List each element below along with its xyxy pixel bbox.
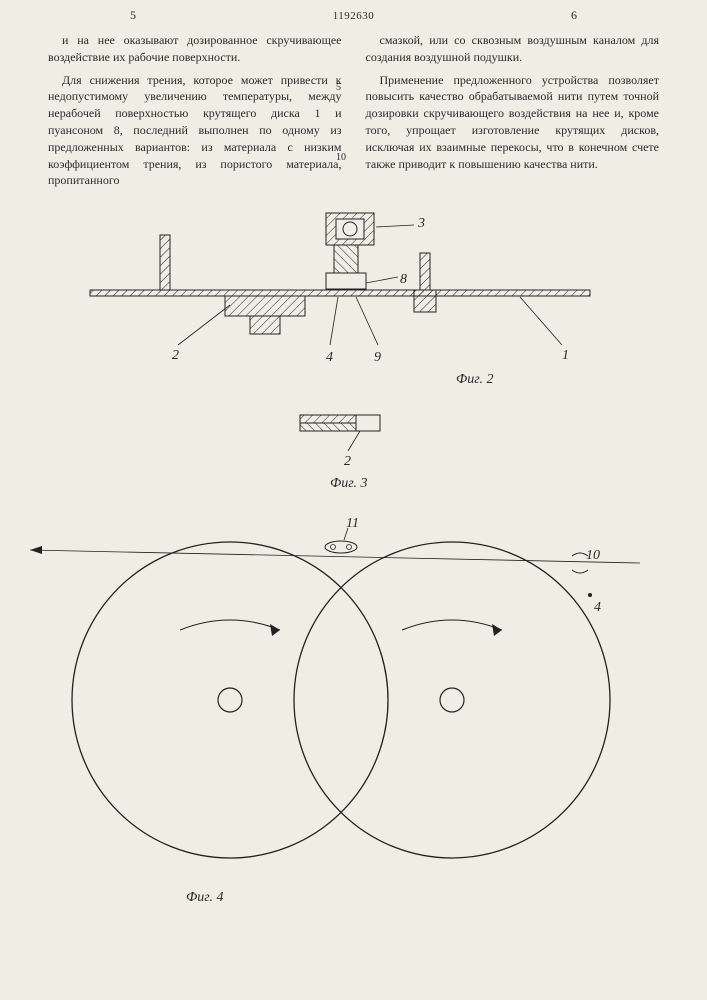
figure-4-diagram <box>0 500 707 900</box>
figure-2-diagram <box>0 205 707 385</box>
fig3-caption: Фиг. 3 <box>330 476 368 492</box>
fig2-caption: Фиг. 2 <box>456 372 494 388</box>
fig2-callout-2: 2 <box>172 348 179 364</box>
text-columns: и на нее оказывают дозированное скру­чив… <box>48 32 659 195</box>
fig2-callout-8: 8 <box>400 272 407 288</box>
fig2-callout-9: 9 <box>374 350 381 366</box>
document-id: 1192630 <box>0 10 707 22</box>
fig2-callout-4: 4 <box>326 350 333 366</box>
left-col-p1: и на нее оказывают дозированное скру­чив… <box>48 32 342 66</box>
fig4-callout-11: 11 <box>346 516 359 532</box>
fig4-caption: Фиг. 4 <box>186 890 224 906</box>
fig3-callout-2: 2 <box>344 454 351 470</box>
right-col-p2: Применение предложенного устройст­ва поз… <box>366 72 660 173</box>
figure-3-diagram <box>0 405 707 465</box>
left-column: и на нее оказывают дозированное скру­чив… <box>48 32 342 195</box>
fig4-callout-10: 10 <box>586 548 600 564</box>
fig2-callout-1: 1 <box>562 348 569 364</box>
fig4-callout-4: 4 <box>594 600 601 616</box>
fig2-callout-3: 3 <box>418 216 425 232</box>
left-col-p2: Для снижения трения, которое может приве… <box>48 72 342 190</box>
right-column: смазкой, или со сквозным воздушным канал… <box>366 32 660 195</box>
right-col-p1: смазкой, или со сквозным воздушным канал… <box>366 32 660 66</box>
